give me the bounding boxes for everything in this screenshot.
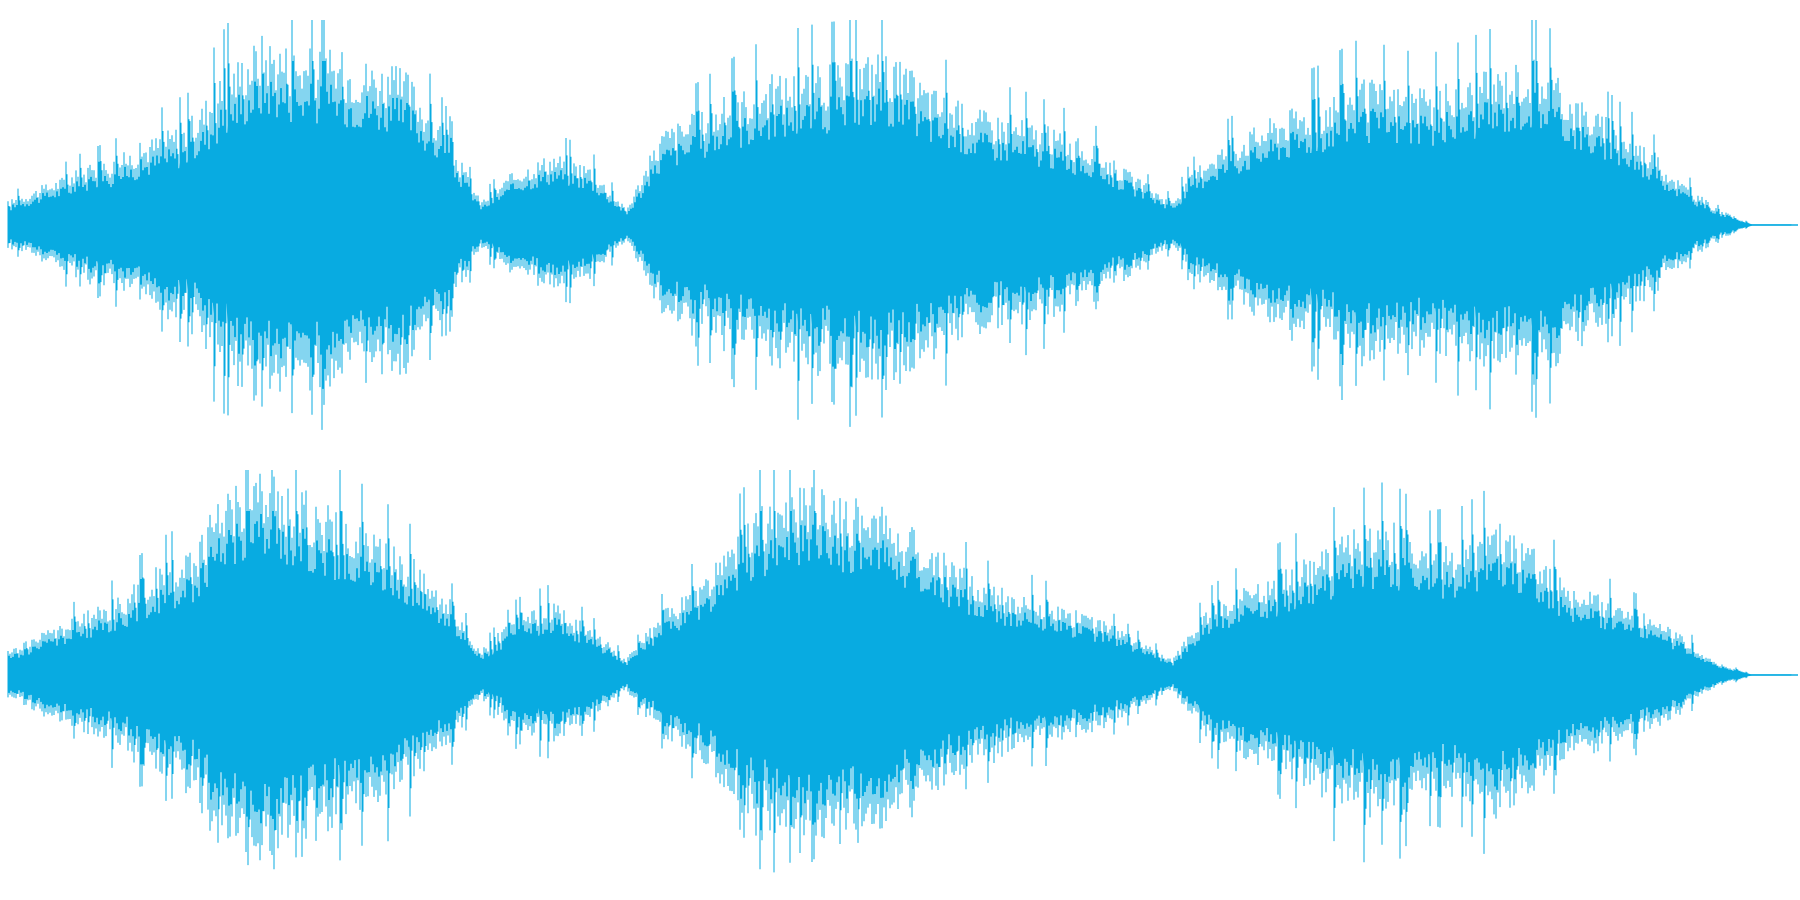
waveform-spike-lines-right	[7, 470, 1792, 873]
waveform-right-svg	[7, 470, 1798, 873]
waveform-left-svg	[7, 20, 1798, 430]
waveform-spikes-right	[7, 470, 1792, 873]
waveform-channel-right	[0, 450, 1800, 900]
waveform-channel-left	[7, 20, 1798, 430]
